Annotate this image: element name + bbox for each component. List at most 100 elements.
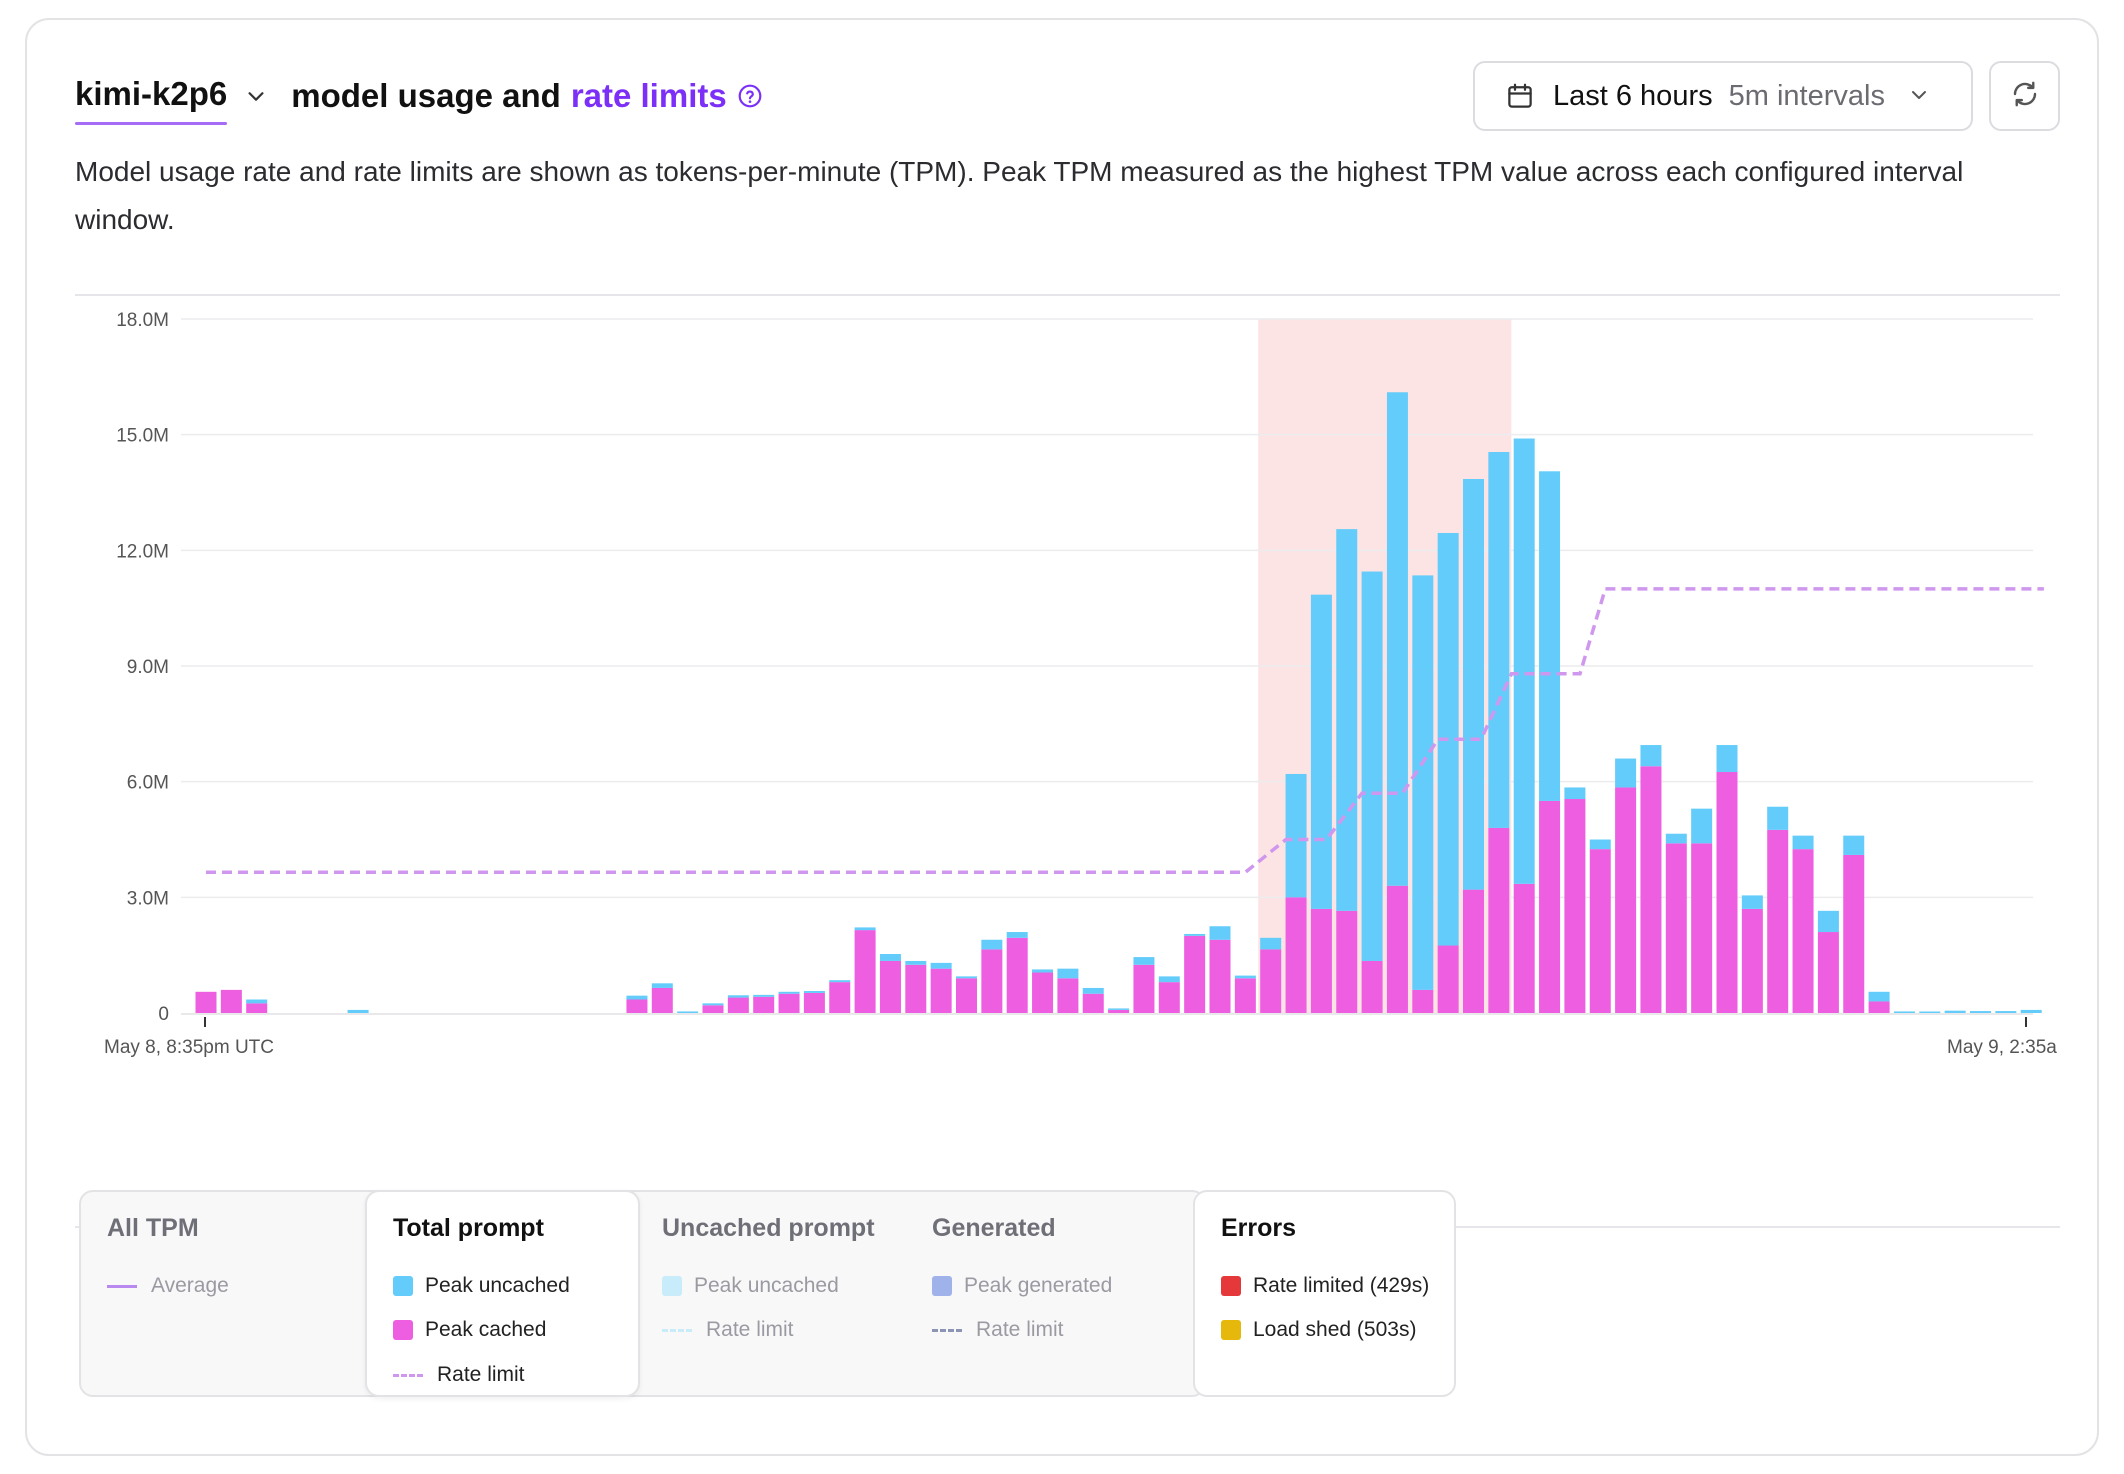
bar-peak-uncached [753, 994, 775, 997]
bar-peak-uncached [1615, 758, 1637, 788]
legend-item: Peak uncached [662, 1274, 839, 1298]
peak-uncached-swatch [393, 1276, 413, 1296]
bar-peak-cached [1463, 889, 1484, 1013]
legend-uncached-prompt[interactable]: Uncached prompt Peak uncached Rate limit [636, 1192, 906, 1395]
bar-peak-uncached [956, 976, 977, 979]
bar-peak-uncached [1868, 991, 1890, 1002]
bar-peak-cached [1513, 883, 1535, 1013]
bar-peak-uncached [1564, 787, 1586, 800]
bar-peak-cached [778, 993, 800, 1013]
bar-peak-cached [1234, 978, 1256, 1013]
legend-errors[interactable]: Errors Rate limited (429s) Load shed (50… [1193, 1190, 1456, 1397]
chevron-down-icon [1907, 83, 1933, 109]
legend-item: Rate limit [393, 1363, 525, 1387]
divider [75, 294, 2060, 296]
legend-label: Peak uncached [425, 1274, 570, 1297]
rate-limit-line [206, 587, 2044, 875]
legend-label: Load shed (503s) [1253, 1318, 1417, 1341]
rate-limit-swatch [932, 1328, 962, 1332]
legend-title: Generated [932, 1214, 1056, 1242]
y-tick-label: 12.0M [116, 541, 169, 562]
interval-label: 5m intervals [1728, 79, 1885, 112]
bar-peak-cached [854, 930, 876, 1013]
legend-title: Uncached prompt [662, 1214, 875, 1242]
bar-peak-cached [1133, 964, 1155, 1013]
bar-peak-uncached [1995, 1011, 2017, 1013]
legend-item: Load shed (503s) [1221, 1318, 1416, 1342]
legend-total-prompt[interactable]: Total prompt Peak uncached Peak cached R… [365, 1190, 640, 1397]
bar-peak-cached [905, 964, 927, 1013]
bar-peak-cached [1158, 982, 1180, 1013]
legend-label: Peak generated [964, 1274, 1113, 1297]
time-range-label: Last 6 hours [1553, 79, 1713, 112]
legend-item: Peak generated [932, 1274, 1112, 1298]
bar-peak-cached [702, 1005, 724, 1013]
bar-peak-cached [956, 978, 977, 1013]
bar-peak-cached [1665, 843, 1687, 1013]
bar-peak-cached [195, 991, 217, 1013]
bar-peak-uncached [1767, 806, 1789, 830]
bar-peak-uncached [651, 983, 673, 988]
chevron-down-icon[interactable] [239, 79, 273, 113]
bar-peak-uncached [1944, 1010, 1966, 1013]
bar-peak-cached [727, 997, 749, 1013]
bar-peak-cached [981, 949, 1003, 1013]
bar-peak-uncached [981, 939, 1003, 950]
refresh-button[interactable] [1989, 61, 2060, 131]
bar-peak-uncached [1032, 969, 1054, 973]
legend-item: Peak uncached [393, 1274, 570, 1298]
bar-peak-uncached [1158, 976, 1180, 983]
bar-peak-uncached [905, 960, 927, 965]
bar-peak-cached [1006, 937, 1028, 1013]
bar-peak-uncached [930, 962, 952, 969]
bar-peak-uncached [1285, 773, 1307, 898]
y-tick-label: 6.0M [127, 773, 169, 794]
bar-peak-cached [930, 968, 952, 1013]
legend-group: All TPM Average Total prompt Peak uncach… [79, 1190, 1206, 1397]
bar-peak-cached [1843, 854, 1865, 1013]
bar-peak-uncached [1209, 926, 1231, 940]
legend-generated[interactable]: Generated Peak generated Rate limit [906, 1192, 1206, 1395]
bar-peak-cached [1691, 843, 1713, 1013]
peak-generated-swatch [932, 1276, 952, 1296]
bar-peak-cached [1386, 885, 1408, 1013]
bar-peak-uncached [1589, 839, 1611, 850]
bar-peak-cached [1817, 932, 1839, 1013]
legend-title: Total prompt [393, 1214, 544, 1242]
bar-peak-uncached [727, 995, 749, 998]
average-swatch [107, 1284, 137, 1288]
x-start-label: May 8, 8:35pm UTC [104, 1037, 274, 1058]
bar-peak-cached [879, 960, 901, 1013]
bar-peak-cached [626, 999, 648, 1013]
legend-all-tpm[interactable]: All TPM Average [81, 1192, 366, 1395]
legend-item: Peak cached [393, 1318, 546, 1342]
bar-peak-uncached [1893, 1011, 1915, 1013]
bar-peak-uncached [1057, 968, 1079, 979]
title-text: model usage and [291, 77, 561, 114]
refresh-icon [2009, 78, 2041, 115]
bar-peak-uncached [702, 1003, 724, 1006]
legend-label: Rate limit [976, 1318, 1064, 1341]
model-selector[interactable]: kimi-k2p6 [75, 75, 228, 125]
y-tick-label: 9.0M [127, 657, 169, 678]
y-tick-label: 3.0M [127, 888, 169, 909]
help-circle-icon[interactable] [737, 83, 763, 109]
bar-peak-cached [651, 987, 673, 1013]
load-shed-swatch [1221, 1320, 1241, 1340]
bar-peak-cached [1615, 787, 1637, 1013]
legend-item: Average [107, 1274, 229, 1298]
bar-peak-cached [1209, 939, 1231, 1013]
bar-peak-uncached [1741, 895, 1763, 909]
bar-peak-cached [1539, 800, 1561, 1013]
legend-title: All TPM [107, 1214, 199, 1242]
bar-peak-cached [1640, 766, 1662, 1013]
legend-item: Rate limited (429s) [1221, 1274, 1429, 1298]
bar-peak-uncached [1386, 392, 1408, 886]
bar-peak-uncached [2020, 1009, 2042, 1013]
bar-peak-uncached [1108, 1008, 1130, 1010]
bar-peak-cached [1868, 1001, 1890, 1013]
rate-limits-link[interactable]: rate limits [570, 77, 727, 114]
bar-peak-uncached [246, 999, 268, 1004]
time-range-select[interactable]: Last 6 hours 5m intervals [1473, 61, 1973, 131]
bar-peak-cached [1108, 1009, 1130, 1013]
